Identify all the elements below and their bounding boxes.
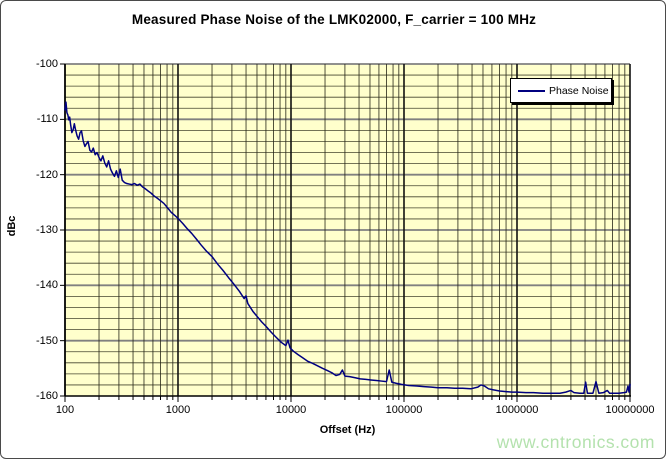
watermark: www.cntronics.com: [496, 432, 655, 452]
y-tick-label: -160: [35, 390, 58, 402]
y-tick-label: -100: [35, 58, 58, 70]
x-tick-label: 10000: [275, 404, 307, 416]
x-tick-label: 100000: [385, 404, 423, 416]
legend: Phase Noise: [510, 78, 612, 103]
x-axis-title: Offset (Hz): [319, 424, 376, 436]
x-tick-label: 1000000: [495, 404, 539, 416]
legend-label: Phase Noise: [549, 84, 609, 97]
y-tick-label: -120: [35, 168, 58, 181]
legend-line-swatch: [518, 89, 545, 92]
x-tick-label: 100: [55, 404, 75, 416]
y-tick-label: -110: [36, 113, 58, 126]
y-tick-label: -140: [35, 279, 58, 292]
y-tick-label: -150: [35, 334, 58, 347]
x-tick-label: 1000: [165, 404, 191, 416]
x-tick-label: 10000000: [605, 404, 655, 416]
y-tick-label: -130: [35, 224, 58, 236]
chart-title: Measured Phase Noise of the LMK02000, F_…: [131, 12, 537, 27]
phase-noise-trace: [64, 101, 631, 394]
